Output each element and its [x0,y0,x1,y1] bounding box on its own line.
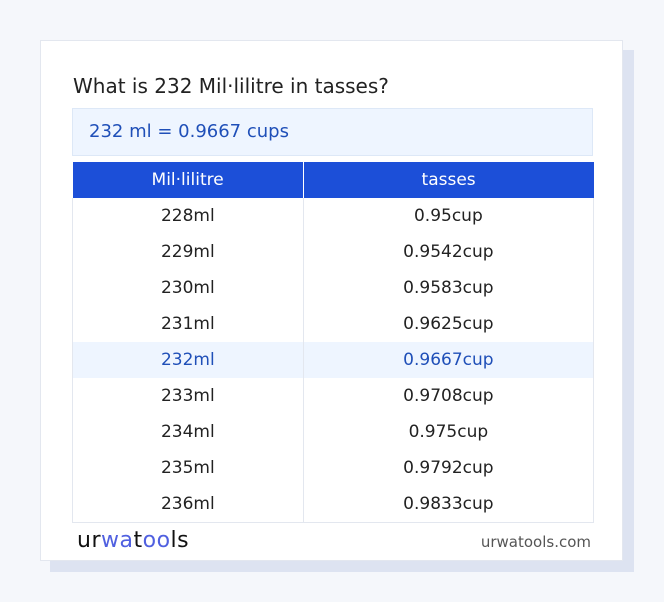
table-row: 236ml 0.9833cup [72,486,595,523]
millilitre-cell: 236ml [72,486,304,523]
table-row: 228ml 0.95cup [72,198,595,234]
column-header-millilitre: Mil·lilitre [72,162,304,198]
tasses-cell: 0.9708cup [302,378,595,414]
table-row: 235ml 0.9792cup [72,450,595,486]
site-link[interactable]: urwatools.com [480,533,591,551]
table-row: 233ml 0.9708cup [72,378,595,414]
conversion-result: 232 ml = 0.9667 cups [72,108,593,156]
millilitre-cell: 230ml [72,270,304,306]
table-row: 230ml 0.9583cup [72,270,595,306]
millilitre-cell: 228ml [72,198,304,234]
table-row: 229ml 0.9542cup [72,234,595,270]
table-row: 231ml 0.9625cup [72,306,595,342]
converter-card: What is 232 Mil·lilitre in tasses? 232 m… [40,40,623,561]
column-header-tasses: tasses [302,162,594,198]
millilitre-cell: 231ml [72,306,304,342]
page-title: What is 232 Mil·lilitre in tasses? [73,74,389,98]
tasses-cell: 0.9833cup [302,486,595,523]
tasses-cell: 0.975cup [302,414,595,450]
tasses-cell: 0.9792cup [302,450,595,486]
tasses-cell: 0.9667cup [302,342,595,378]
tasses-cell: 0.9583cup [302,270,595,306]
tasses-cell: 0.9542cup [302,234,595,270]
tasses-cell: 0.95cup [302,198,595,234]
millilitre-cell: 233ml [72,378,304,414]
table-row-highlighted: 232ml 0.9667cup [72,342,595,378]
millilitre-cell: 232ml [72,342,304,378]
tasses-cell: 0.9625cup [302,306,595,342]
millilitre-cell: 234ml [72,414,304,450]
millilitre-cell: 229ml [72,234,304,270]
urwatools-logo[interactable]: urwatools [77,528,190,553]
conversion-table: Mil·lilitre tasses 228ml 0.95cup 229ml 0.95… [72,162,595,523]
millilitre-cell: 235ml [72,450,304,486]
table-row: 234ml 0.975cup [72,414,595,450]
